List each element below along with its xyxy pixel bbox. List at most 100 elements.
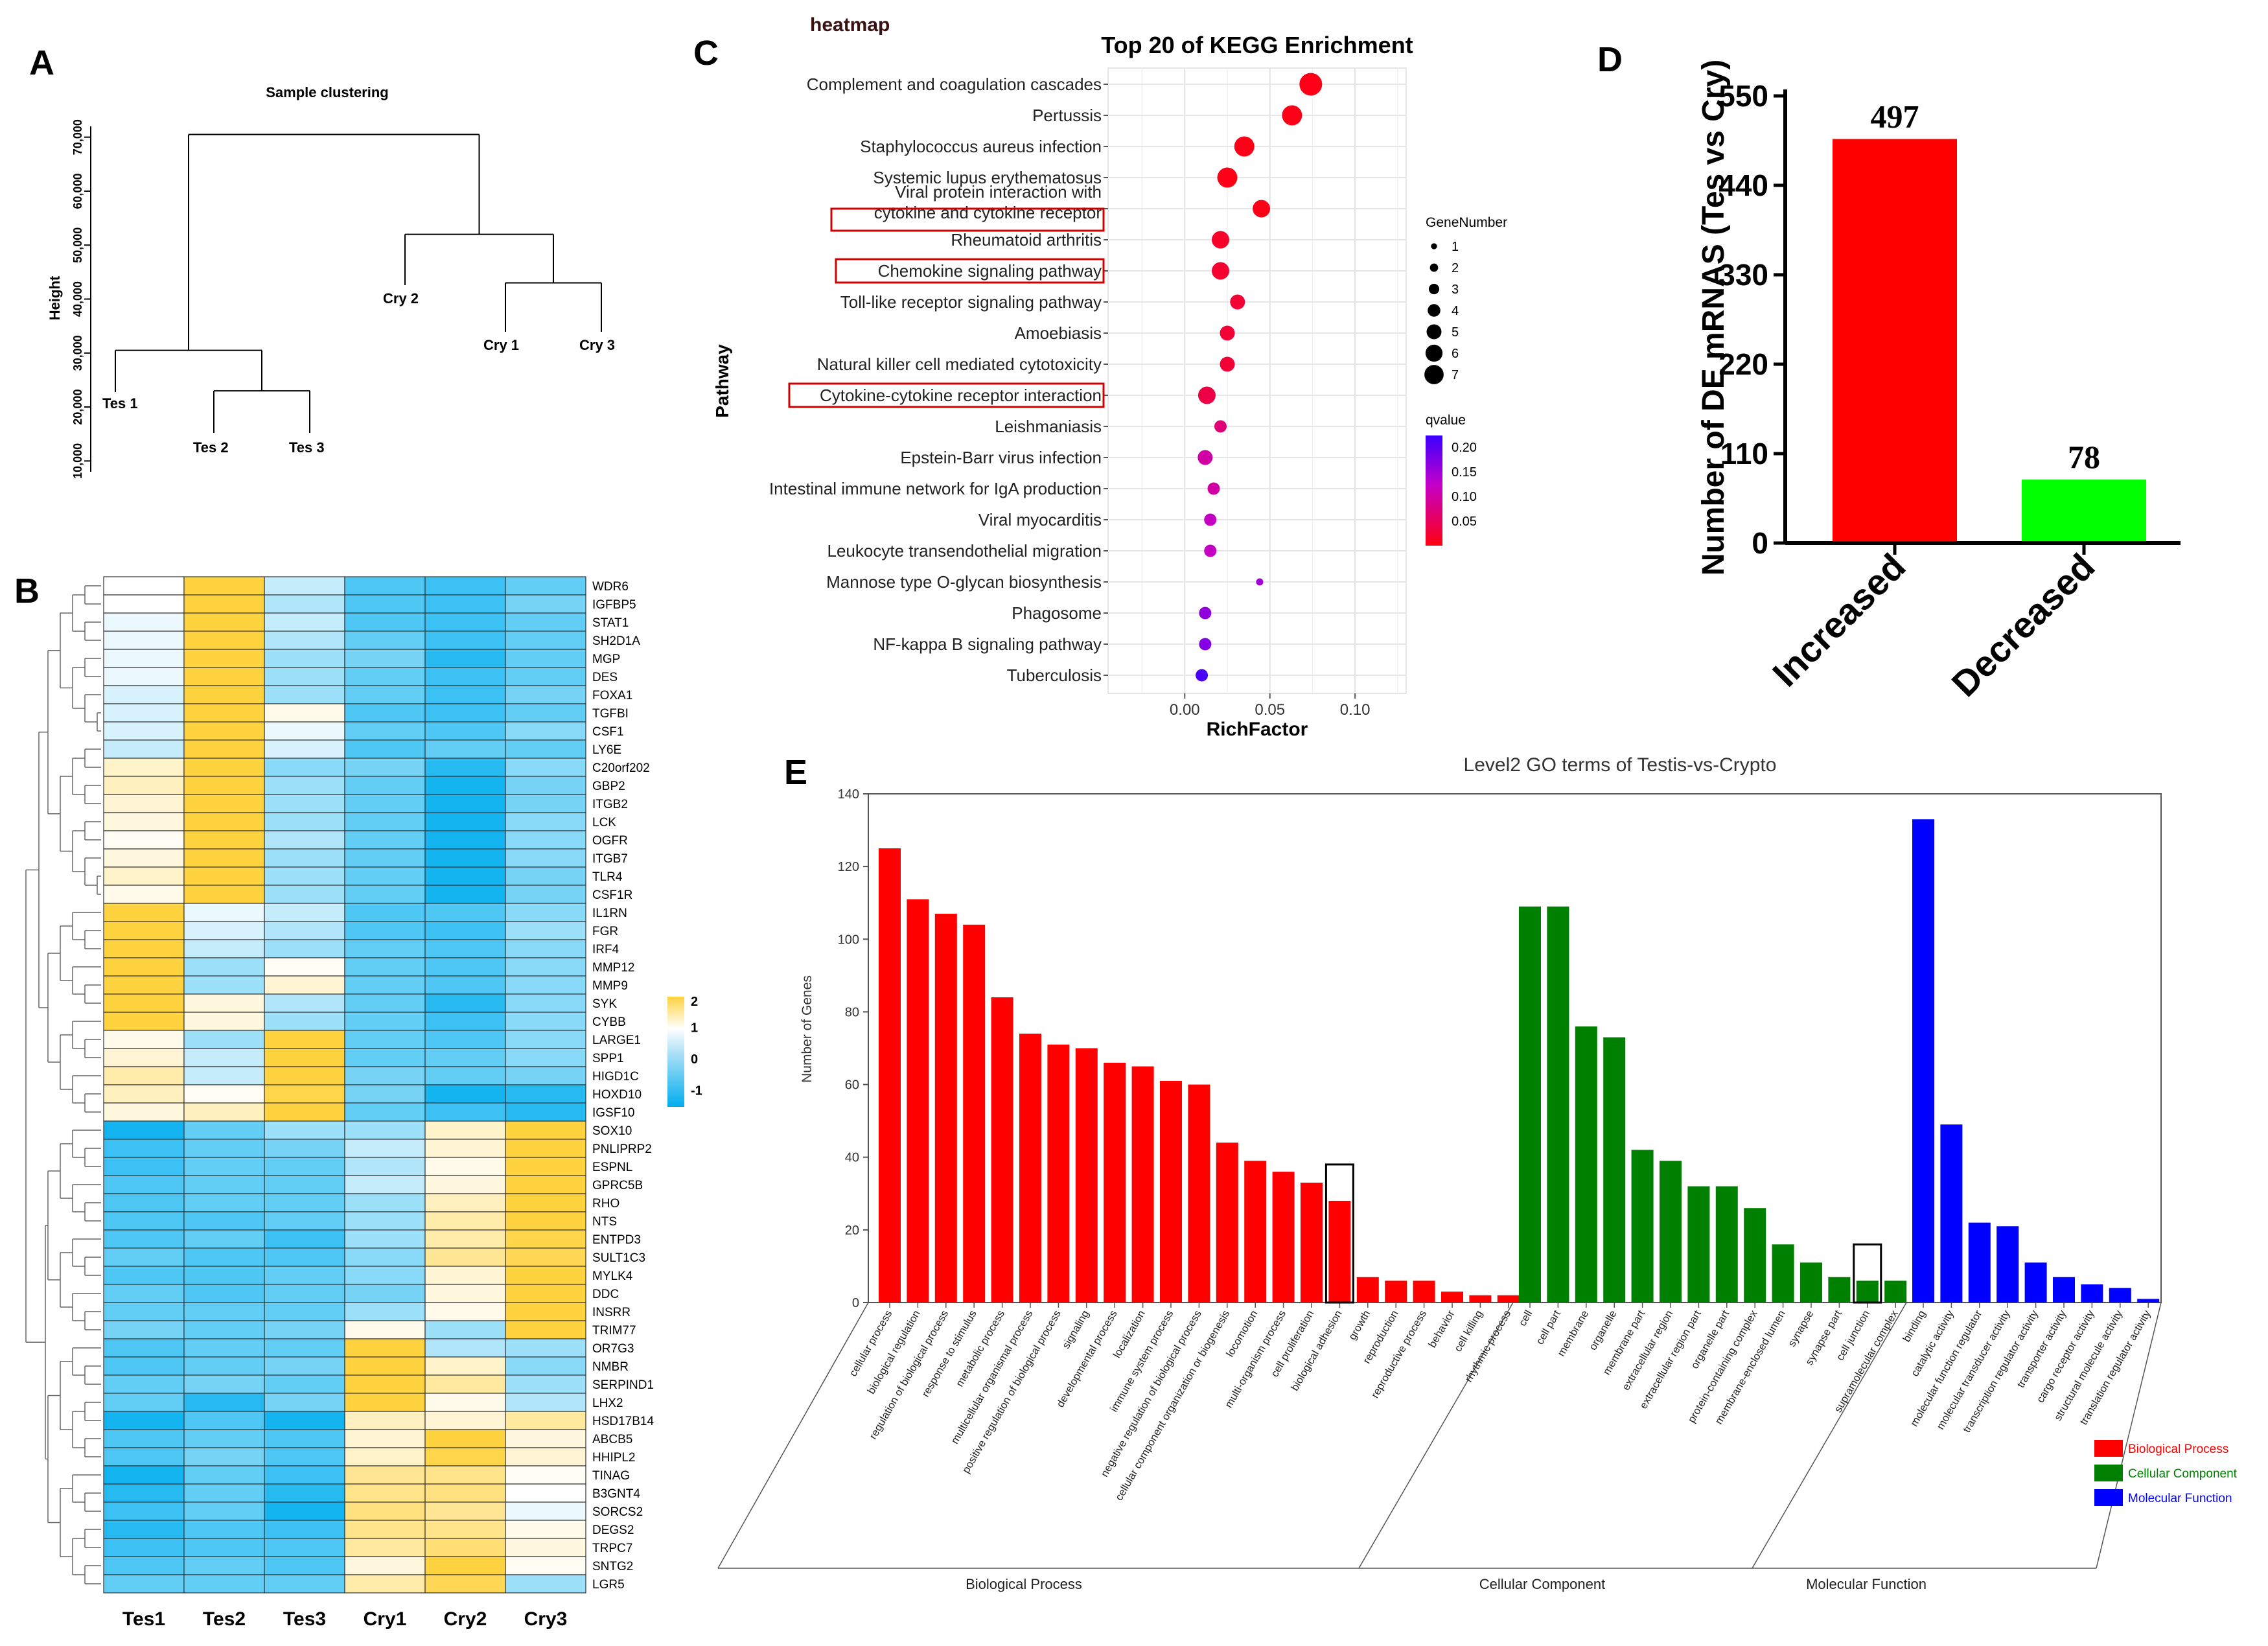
heatmap-gene-label: MGP [592, 653, 620, 666]
heatmap-cell [183, 1266, 265, 1285]
heatmap-cell [264, 1520, 345, 1539]
heatmap-cell [103, 1102, 185, 1122]
heatmap-cell [424, 939, 506, 958]
heatmap-cell [103, 594, 185, 614]
kegg-point [1256, 578, 1264, 586]
heatmap-cell [505, 667, 586, 686]
heatmap-cell [424, 721, 506, 741]
panel-label-c: C [693, 34, 719, 73]
heatmap-cell [103, 1429, 185, 1448]
gene-number-legend-title: GeneNumber [1426, 215, 1507, 230]
heatmap-cell [344, 866, 426, 886]
heatmap-cell [344, 903, 426, 922]
kegg-x-tick-label: 0.10 [1340, 701, 1371, 719]
heatmap-gene-label: OR7G3 [592, 1342, 634, 1356]
heatmap-cell [344, 957, 426, 977]
go-category-label: cell part [1534, 1308, 1563, 1347]
heatmap-cell [344, 1501, 426, 1521]
heatmap-cell [505, 758, 586, 777]
heatmap-cell [264, 1501, 345, 1521]
heatmap-cell [264, 1447, 345, 1466]
heatmap-cell [424, 1012, 506, 1031]
heatmap-cell [103, 939, 185, 958]
de-mrna-bar-chart: Number of DE mRNAS (Tes vs Cry) 497 78 0 1… [1696, 60, 2181, 704]
heatmap-gene-label: PNLIPRP2 [592, 1142, 652, 1156]
heatmap-cell [183, 1501, 265, 1521]
de-bar [2022, 480, 2146, 543]
heatmap-cell [103, 649, 185, 668]
de-bar-value-label: 497 [1871, 98, 1919, 134]
heatmap-cell [103, 1501, 185, 1521]
heatmap-gene-label: SH2D1A [592, 634, 640, 648]
go-y-tick-label: 0 [852, 1296, 859, 1310]
go-y-tick-label: 100 [838, 933, 859, 947]
kegg-pathway-label: Mannose type O-glycan biosynthesis [826, 572, 1102, 592]
heatmap-cell [103, 1447, 185, 1466]
heatmap-cell [103, 631, 185, 650]
heatmap-cell [344, 1538, 426, 1557]
heatmap-cell [264, 848, 345, 868]
heatmap-gene-label: SOX10 [592, 1124, 632, 1138]
heatmap-cell [183, 1356, 265, 1376]
heatmap-cell [264, 631, 345, 650]
heatmap-cell [505, 830, 586, 850]
heatmap-cell [344, 685, 426, 704]
kegg-pathway-label: Complement and coagulation cascades [807, 75, 1102, 94]
heatmap-cell [505, 576, 586, 596]
gene-number-legend-label: 7 [1452, 368, 1459, 382]
heatmap-gene-label: CYBB [592, 1015, 626, 1029]
go-group-label: Biological Process [966, 1576, 1082, 1592]
heatmap-cell [505, 1520, 586, 1539]
qvalue-legend-title: qvalue [1426, 413, 1466, 428]
go-bar [1160, 1080, 1182, 1303]
heatmap-cell [183, 1393, 265, 1412]
dendrogram-leaf-label: Cry 1 [483, 337, 519, 353]
heatmap-cell [424, 1520, 506, 1539]
heatmap-cell [183, 1211, 265, 1231]
heatmap-cell [103, 1211, 185, 1231]
heatmap-gene-label: ITGB2 [592, 798, 628, 811]
heatmap-cell [505, 1102, 586, 1122]
kegg-point [1196, 669, 1209, 682]
heatmap-cell [344, 993, 426, 1013]
heatmap-column-label: Cry3 [524, 1608, 568, 1630]
heatmap-cell [424, 921, 506, 940]
go-bar [1216, 1142, 1238, 1303]
heatmap-cell [344, 1465, 426, 1485]
heatmap-cell [344, 1030, 426, 1049]
heatmap-cell [103, 776, 185, 795]
heatmap-cell [344, 667, 426, 686]
heatmap-cell [505, 1193, 586, 1212]
heatmap-cell [424, 1066, 506, 1085]
heatmap-cell [103, 1012, 185, 1031]
go-bar [1104, 1062, 1126, 1303]
heatmap-cell [183, 1102, 265, 1122]
kegg-point [1198, 386, 1216, 404]
kegg-point [1199, 607, 1212, 620]
go-category-label: biological regulation [865, 1308, 923, 1396]
heatmap-cell [505, 1447, 586, 1466]
heatmap-cell [103, 921, 185, 940]
heatmap-cell [264, 1411, 345, 1430]
heatmap-cell [344, 830, 426, 850]
heatmap-cell [344, 721, 426, 741]
heatmap-gene-label: IGFBP5 [592, 598, 636, 612]
heatmap-cell [424, 1211, 506, 1231]
kegg-pathway-label: Viral myocarditis [978, 510, 1102, 529]
heatmap-cell [264, 1538, 345, 1557]
go-category-label: growth [1347, 1308, 1372, 1342]
go-bar [1413, 1281, 1435, 1303]
heatmap-cell [344, 758, 426, 777]
heatmap-cell [103, 812, 185, 831]
heatmap-cell [264, 903, 345, 922]
heatmap-cell [103, 1483, 185, 1503]
go-bar [1519, 906, 1541, 1303]
heatmap-cell [103, 1574, 185, 1594]
heatmap-cell [424, 631, 506, 650]
kegg-x-tick-label: 0.05 [1255, 701, 1285, 719]
heatmap-cell [264, 1266, 345, 1285]
gene-number-legend-dot [1429, 263, 1439, 272]
heatmap-cell [183, 576, 265, 596]
kegg-point [1207, 482, 1220, 495]
go-category-label: synapse [1786, 1308, 1816, 1349]
